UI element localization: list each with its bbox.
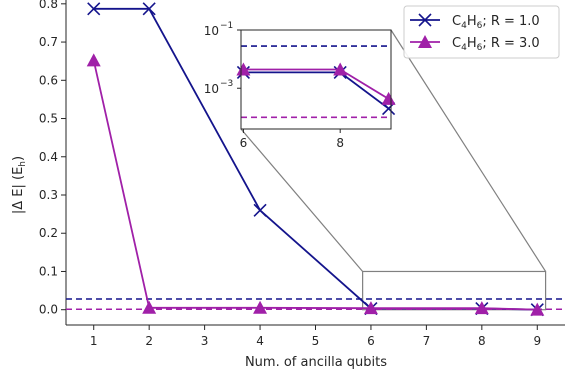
y-tick-label: 0.5 [39, 112, 58, 126]
inset-y-tick-exponent: −3 [220, 79, 233, 89]
x-tick-label: 4 [256, 334, 264, 348]
data-point-0-stroke-b [87, 2, 101, 16]
zoom-box-rect [362, 270, 547, 311]
inset-y-tick-label: 10 [204, 24, 219, 38]
x-axis-label: Num. of ancilla qubits [245, 355, 387, 370]
inset-background [241, 30, 391, 129]
y-tick-label: 0.4 [39, 150, 58, 164]
x-tick-label: 1 [90, 334, 98, 348]
series-line-1 [92, 60, 538, 311]
data-point-0-stroke-b [142, 2, 156, 16]
data-point-0 [142, 2, 156, 16]
zoom-box [240, 29, 547, 311]
inset-y-tick-exponent: −1 [220, 21, 233, 31]
inset-data-point-1 [333, 62, 348, 76]
main-ticks: 1 2 3 4 5 6 7 8 9 0.0 0.1 0.2 0.3 0.4 0.5 0.6 0.7 0.8 [39, 0, 541, 348]
legend-label-r1: C4H6; R = 1.0 [452, 14, 540, 31]
inset-series [236, 45, 396, 119]
legend-label-r3: C4H6; R = 3.0 [452, 36, 540, 53]
y-tick-label: 0.8 [39, 0, 58, 11]
inset-ticks: 6 810−110−3 [204, 21, 344, 150]
x-tick-label: 8 [478, 334, 486, 348]
legend-marker-r1 [418, 13, 432, 27]
y-tick-label: 0.7 [39, 35, 58, 49]
data-point-1 [253, 300, 268, 314]
inset-data-point-1 [381, 91, 396, 105]
x-tick-label: 5 [312, 334, 320, 348]
inset-frame [240, 29, 392, 130]
y-tick-label: 0.1 [39, 264, 58, 278]
legend-marker-r3 [418, 35, 432, 48]
y-tick-label: 0.3 [39, 188, 58, 202]
y-tick-label: 0.6 [39, 73, 58, 87]
main-series [66, 2, 565, 317]
y-axis-label: |Δ E| (Eh) [11, 156, 28, 214]
data-point-1 [86, 53, 101, 67]
inset-data-point-1 [236, 62, 251, 76]
y-tick-label: 0.0 [39, 303, 58, 317]
legend-frame [403, 5, 560, 59]
x-tick-label: 9 [533, 334, 541, 348]
data-point-1 [142, 300, 157, 314]
data-point-0 [253, 203, 267, 217]
inset-x-tick-label: 6 [240, 136, 248, 150]
inset-chart: 6 810−110−3 [204, 21, 396, 150]
data-point-1 [363, 301, 378, 315]
data-point-1 [530, 302, 545, 316]
data-point-1 [474, 301, 489, 315]
x-tick-label: 2 [145, 334, 153, 348]
inset-y-tick-label: 10 [204, 82, 219, 96]
data-point-0-stroke-b [253, 203, 267, 217]
x-tick-label: 3 [201, 334, 209, 348]
zoom-connector-right [390, 29, 547, 272]
inset-x-tick-label: 8 [336, 136, 344, 150]
legend: C4H6; R = 1.0 C4H6; R = 3.0 [403, 5, 560, 59]
zoom-connector-left [240, 128, 364, 272]
y-tick-label: 0.2 [39, 226, 58, 240]
x-tick-label: 6 [367, 334, 375, 348]
x-tick-label: 7 [423, 334, 431, 348]
data-point-0 [87, 2, 101, 16]
